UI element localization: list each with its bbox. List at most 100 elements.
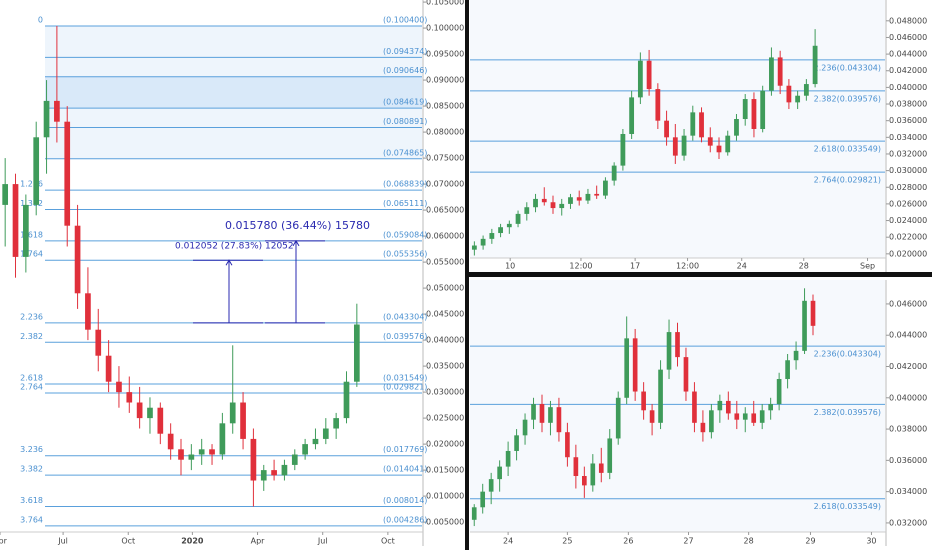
x-tick-label: Apr [0,537,8,546]
candle-body [74,225,81,294]
candle-body [157,407,164,434]
fib-level-label: 2.382 [20,332,43,341]
fib-level-label: 0 [38,16,43,25]
candle-body [85,293,91,330]
x-tick-label: 12:00 [569,262,592,271]
candle-body [576,197,582,201]
fib-level-label: 2.382(0.039576) [814,408,881,417]
y-tick-label: 0.085000 [426,102,464,111]
y-tick-label: 0.020000 [889,249,927,258]
candle-body [64,121,71,226]
candle-body [260,470,267,481]
y-tick-label: 0.100000 [426,24,464,33]
y-tick-label: 0.046000 [889,33,927,42]
y-tick-label: 0.105000 [426,0,464,7]
candle-body [33,137,40,205]
candle-body [43,100,50,138]
x-tick-label: 30 [866,537,876,546]
candle-body [637,60,643,98]
fib-level-label: 2.382(0.039576) [814,94,881,103]
candle-body [666,332,672,370]
candle-body [594,193,600,196]
candle-body [681,135,687,156]
candle-body [522,419,528,436]
x-tick-label: Oct [381,537,395,546]
y-tick-label: 0.020000 [426,440,464,449]
y-tick-label: 0.044000 [889,331,927,340]
y-tick-label: 0.035000 [426,362,464,371]
y-tick-label: 0.010000 [426,492,464,501]
x-tick-label: 24 [737,262,747,271]
candle-body [707,137,713,146]
candles [471,288,816,527]
x-tick-label: 10 [505,262,515,271]
candle-body [700,422,706,433]
separator [465,272,932,277]
candle-body [777,57,783,86]
x-tick-label: 24 [503,537,513,546]
y-tick-label: 0.034000 [889,133,927,142]
candle-body [768,404,773,411]
arrow-head [292,239,300,247]
y-tick-label: 0.030000 [426,388,464,397]
fib-level-label: 3.382 [20,465,43,474]
y-tick-label: 0.055000 [426,258,464,267]
candle-body [585,193,591,201]
x-tick-label: 25 [562,537,572,546]
candle-body [539,404,545,423]
candle-body [785,360,790,380]
candle-body [641,391,646,411]
candles [2,26,360,507]
candle-body [692,391,697,423]
candle-body [646,60,652,90]
candle-body [250,438,257,481]
y-tick-label: 0.025000 [426,414,464,423]
fib-zone [45,76,422,109]
candle-body [488,479,494,492]
candle-body [343,381,350,419]
fib-price-label: (0.100400) [383,16,427,25]
x-tick-label: 2020 [181,537,204,546]
candle-body [95,329,102,356]
candle-body [751,413,757,423]
fib-price-label: (0.065111) [383,199,427,208]
candle-body [506,223,512,228]
candle-body [533,198,538,208]
candle-body [471,507,477,520]
candle-body [742,99,748,120]
candle-body [629,97,635,134]
candle-body [302,444,308,455]
fib-level-label: 3.236 [20,445,43,454]
y-tick-label: 0.060000 [426,232,464,241]
candle-body [802,300,807,351]
fib-level-label: 1.236 [20,180,43,189]
candle-body [690,112,696,136]
fib-level-label: 2.764 [20,383,43,392]
candle-body [573,457,579,476]
candle-body [734,119,739,136]
y-tick-label: 0.032000 [889,518,927,527]
candle-body [624,338,630,398]
y-tick-label: 0.036000 [889,456,927,465]
fib-price-label: (0.074865) [383,148,427,157]
candle-body [480,238,486,246]
y-tick-label: 0.090000 [426,76,464,85]
candle-body [219,423,226,455]
y-tick-label: 0.080000 [426,128,464,137]
candle-body [333,418,339,429]
candle-body [632,338,638,392]
candle-body [699,112,704,138]
y-tick-label: 0.048000 [889,16,927,25]
candle-body [786,85,792,103]
candle-body [23,204,29,257]
y-tick-label: 0.005000 [426,518,464,527]
candle-body [803,84,809,96]
candles [471,29,818,256]
candle-body [136,402,143,419]
candle-body [759,410,765,423]
y-tick-label: 0.065000 [426,206,464,215]
measure-label: 0.015780 (36.44%) 15780 [225,219,370,232]
candle-body [2,184,9,205]
candle-body [240,402,246,439]
candle-body [198,449,205,455]
